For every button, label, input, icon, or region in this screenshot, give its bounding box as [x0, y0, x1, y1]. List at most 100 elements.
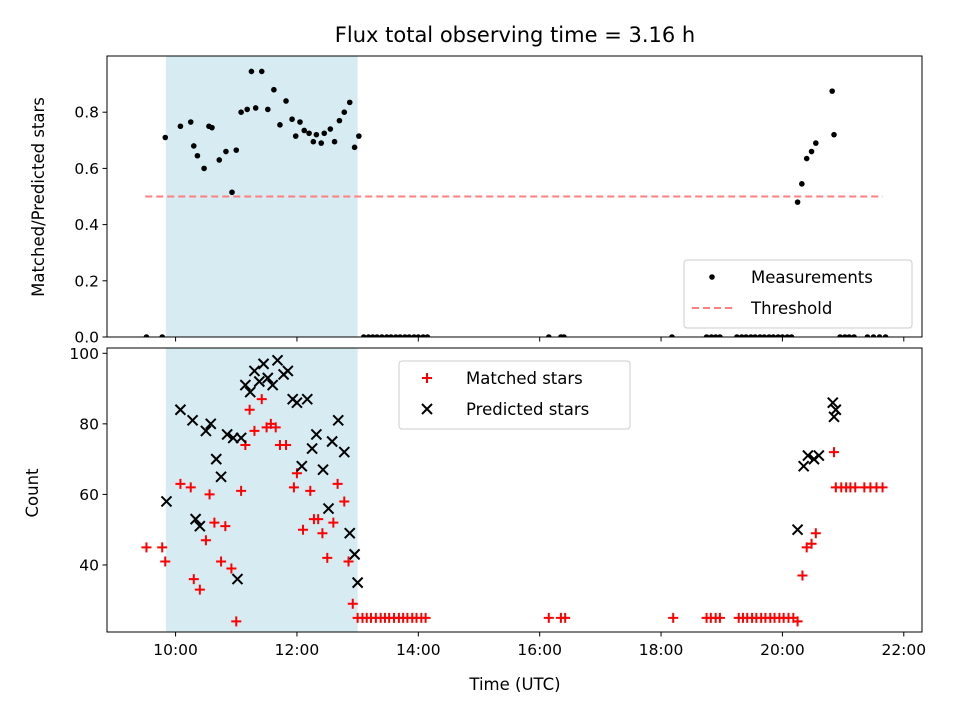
measurement-point — [545, 334, 552, 337]
measurement-point — [331, 138, 338, 145]
measurement-point — [351, 144, 358, 151]
measurement-point — [837, 334, 843, 337]
predicted-stars-point — [215, 471, 227, 483]
measurement-point — [748, 334, 754, 337]
measurement-point — [310, 138, 317, 145]
predicted-stars-point — [239, 379, 252, 391]
bottom-legend: Matched stars Predicted stars — [398, 360, 631, 430]
measurement-point — [779, 334, 786, 337]
predicted-stars-point — [326, 435, 338, 448]
matched-stars-point — [317, 528, 328, 539]
measurement-point — [669, 334, 675, 337]
x-tick-label: 22:00 — [881, 641, 926, 659]
top-legend: Measurements Threshold — [683, 259, 913, 329]
predicted-stars-point — [802, 449, 814, 462]
predicted-stars-point — [306, 442, 318, 455]
bottom-axes-frame — [106, 347, 923, 633]
measurement-point — [365, 334, 372, 337]
predicted-stars-point — [310, 428, 323, 441]
top-y-tick-label: 0.0 — [74, 329, 99, 347]
measurement-point — [238, 109, 244, 115]
predicted-stars-point — [348, 548, 361, 561]
matched-stars-point — [160, 556, 171, 567]
bottom-y-tick-label: 80 — [79, 415, 99, 433]
measurement-point — [327, 126, 334, 132]
bottom-data — [141, 354, 888, 627]
measurement-point — [216, 157, 223, 163]
predicted-stars-point — [262, 372, 274, 384]
measurement-point — [788, 334, 795, 337]
measurement-point — [187, 119, 194, 125]
matched-stars-point — [332, 478, 343, 489]
measurement-point — [209, 124, 215, 131]
measurement-point — [734, 334, 740, 337]
top-y-tick-label: 0.2 — [74, 272, 99, 290]
measurement-point — [162, 134, 169, 141]
measurement-point — [803, 155, 810, 162]
matched-stars-point — [850, 482, 861, 493]
top-y-tick-label: 0.8 — [74, 104, 99, 122]
measurement-point — [336, 117, 343, 124]
matched-stars-point — [347, 598, 358, 609]
measurement-point — [374, 334, 380, 337]
measurement-point — [420, 334, 426, 337]
measurement-point — [829, 88, 835, 94]
matched-stars-point — [328, 517, 339, 528]
measurement-point — [258, 68, 265, 75]
matched-stars-point — [714, 612, 725, 623]
measurement-point — [851, 334, 857, 337]
measurement-point — [233, 147, 240, 153]
measurement-point — [397, 334, 403, 337]
measurement-point — [283, 98, 289, 104]
matched-stars-point — [343, 556, 354, 567]
measurement-point — [411, 334, 417, 337]
matched-stars-point — [420, 612, 431, 623]
predicted-stars-point — [257, 358, 270, 370]
predicted-stars-point — [830, 404, 842, 416]
measurement-point — [708, 334, 715, 337]
measurement-point — [265, 106, 271, 113]
matched-stars-point — [288, 482, 299, 493]
predicted-stars-point — [205, 418, 217, 430]
predicted-stars-point — [221, 428, 233, 441]
predicted-stars-point — [160, 495, 173, 508]
predicted-stars-point — [296, 460, 308, 472]
top-y-tick-label: 0.4 — [74, 216, 99, 234]
measurement-point — [393, 334, 399, 337]
measurement-point — [194, 152, 201, 159]
measurement-point — [757, 334, 763, 337]
matched-stars-point — [209, 517, 220, 528]
top-legend-box — [683, 259, 913, 329]
measurement-point — [223, 148, 229, 155]
measurement-point — [277, 122, 283, 128]
measurement-point — [799, 181, 805, 187]
measurement-point — [229, 189, 235, 196]
predicted-stars-point — [174, 404, 187, 416]
predicted-stars-point — [828, 411, 840, 423]
top-y-tick-label: 0.6 — [74, 160, 99, 178]
x-tick-label: 14:00 — [396, 641, 441, 659]
matched-stars-point — [560, 612, 571, 623]
predicted-stars-point — [351, 576, 364, 589]
matched-stars-point — [236, 485, 247, 496]
measurement-point — [864, 334, 871, 337]
matched-stars-point — [313, 514, 324, 525]
predicted-stars-point — [338, 446, 350, 458]
top-panel: 0.0 0.2 0.4 0.6 0.8 Measurements Threshold — [74, 55, 923, 347]
matched-stars-point — [543, 612, 554, 623]
matched-stars-point — [305, 485, 316, 496]
top-y-axis-label: Matched/Predicted stars — [29, 97, 48, 297]
predicted-stars-point — [253, 375, 266, 388]
measurement-point — [318, 140, 325, 146]
matched-stars-point — [339, 496, 350, 507]
matched-stars-point — [244, 404, 255, 415]
measurement-point — [248, 68, 255, 75]
predicted-stars-point — [194, 520, 206, 532]
measurement-point — [766, 334, 772, 337]
matched-stars-point — [792, 616, 803, 627]
predicted-stars-point — [344, 527, 356, 539]
matched-stars-point — [249, 425, 260, 436]
predicted-stars-point — [266, 379, 279, 391]
predicted-stars-point — [301, 393, 313, 405]
